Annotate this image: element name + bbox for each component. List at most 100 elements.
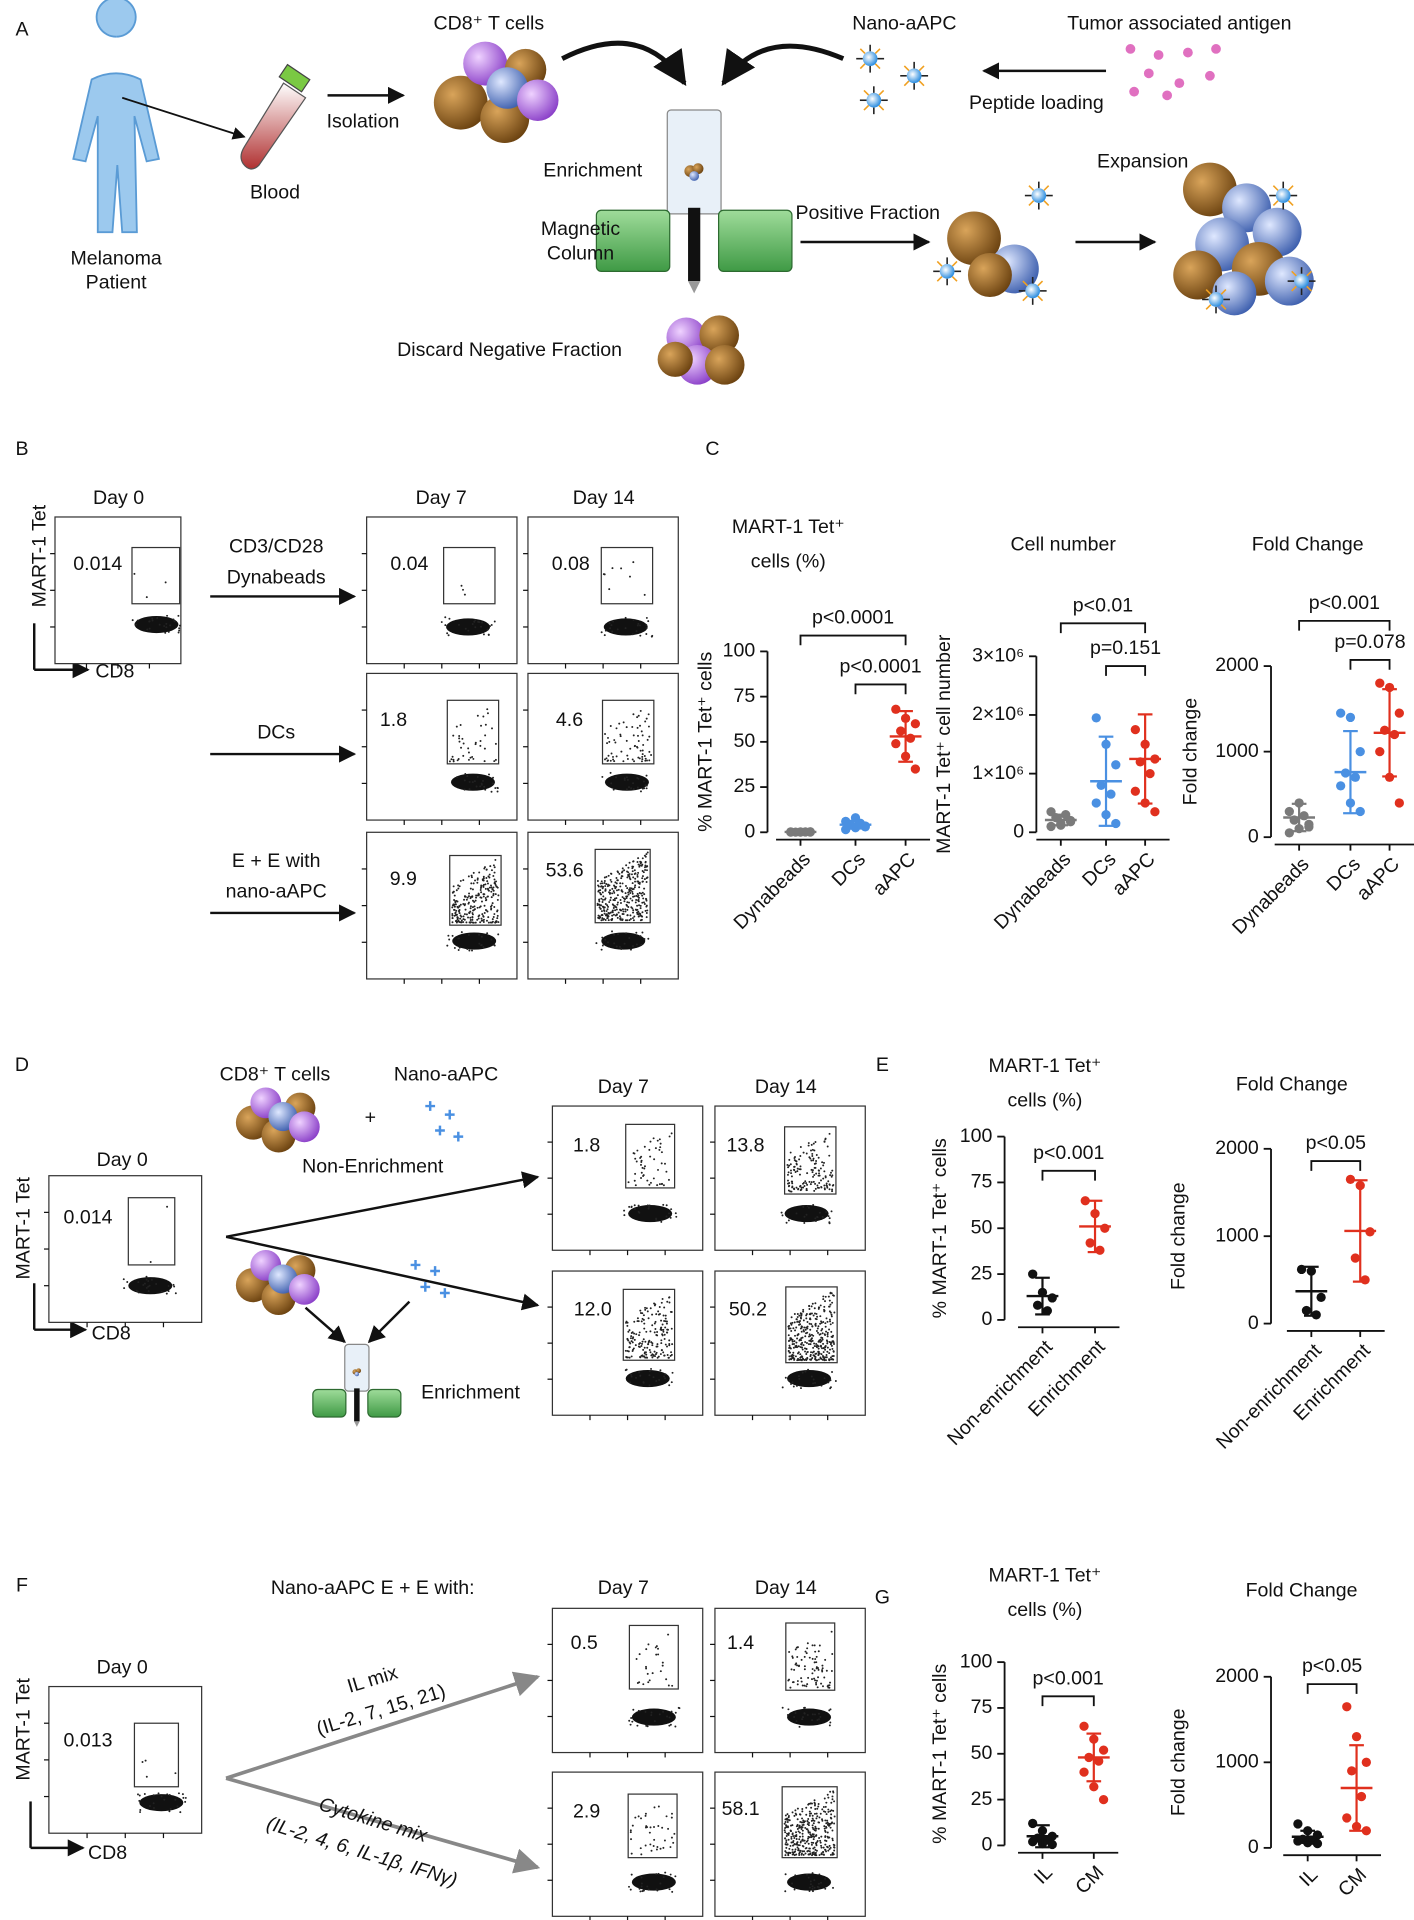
event-dot xyxy=(827,1215,830,1218)
event-dot xyxy=(177,631,180,634)
condition-label: Enrichment xyxy=(421,1381,520,1403)
event-dot xyxy=(817,1712,820,1715)
event-dot xyxy=(821,1808,824,1811)
event-dot xyxy=(168,1810,171,1813)
event-dot xyxy=(821,1358,824,1361)
event-dot xyxy=(826,1186,829,1189)
event-dot xyxy=(826,1185,829,1188)
event-dot xyxy=(639,919,642,922)
event-dot xyxy=(178,624,181,627)
event-dot xyxy=(659,1353,662,1356)
event-dot xyxy=(493,620,496,623)
event-dot xyxy=(640,1176,643,1179)
event-dot xyxy=(668,1342,671,1345)
chart-title: Fold Change xyxy=(1236,1073,1348,1095)
event-dot xyxy=(643,1351,646,1354)
event-dot xyxy=(656,1343,659,1346)
event-dot xyxy=(807,1803,810,1806)
event-dot xyxy=(599,882,602,885)
event-dot xyxy=(828,1844,831,1847)
event-dot xyxy=(790,1172,793,1175)
event-dot xyxy=(642,871,645,874)
y-tick-label: 2×10⁶ xyxy=(972,703,1024,725)
event-dot xyxy=(649,1181,652,1184)
event-dot xyxy=(829,1174,832,1177)
event-dot xyxy=(804,1650,807,1653)
event-dot xyxy=(646,1310,649,1313)
event-dot xyxy=(824,1843,827,1846)
event-dot xyxy=(613,739,616,742)
nano-spike xyxy=(1272,200,1279,206)
patient-label: Patient xyxy=(86,272,147,294)
event-dot xyxy=(653,1322,656,1325)
event-dot xyxy=(648,1384,651,1387)
event-dot xyxy=(483,747,486,750)
event-dot xyxy=(619,946,621,948)
event-dot xyxy=(809,1157,812,1160)
event-dot xyxy=(652,1177,655,1180)
event-dot xyxy=(474,899,477,902)
data-point xyxy=(1079,1721,1089,1731)
event-dot xyxy=(623,1209,626,1212)
event-dot xyxy=(812,1841,815,1844)
y-tick-label: 0 xyxy=(1013,820,1024,842)
event-dot xyxy=(811,1668,814,1671)
event-dot xyxy=(646,876,649,879)
event-dot xyxy=(792,1351,795,1354)
event-dot xyxy=(813,1812,816,1815)
event-cluster xyxy=(787,1708,832,1726)
isolation-label: Isolation xyxy=(327,110,400,132)
event-dot xyxy=(804,1350,807,1353)
gate-frequency: 0.04 xyxy=(390,553,428,575)
event-dot xyxy=(621,867,624,870)
event-dot xyxy=(834,1380,837,1383)
arrow xyxy=(121,96,246,140)
y-tick-label: 1000 xyxy=(1215,1750,1259,1772)
event-dot xyxy=(600,631,603,634)
event-dot xyxy=(821,1667,824,1670)
chart-title: Fold Change xyxy=(1252,533,1364,555)
event-dot xyxy=(810,1819,813,1822)
event-dot xyxy=(794,1848,797,1851)
event-dot xyxy=(647,1681,650,1684)
event-dot xyxy=(802,1845,805,1848)
event-dot xyxy=(493,944,496,946)
event-dot xyxy=(601,887,604,890)
event-dot xyxy=(619,882,622,885)
event-dot xyxy=(787,1832,790,1835)
event-dot xyxy=(609,771,612,774)
event-dot xyxy=(639,1355,642,1358)
event-dot xyxy=(823,1161,825,1164)
event-dot xyxy=(818,1172,821,1175)
event-dot xyxy=(824,1295,827,1298)
event-dot xyxy=(631,758,634,761)
gate-frequency: 4.6 xyxy=(556,709,583,731)
event-dot xyxy=(665,1320,668,1323)
event-dot xyxy=(634,1816,637,1819)
event-dot xyxy=(138,1794,141,1797)
event-dot xyxy=(665,1678,668,1681)
y-axis-title: % MART-1 Tet⁺ cells xyxy=(695,652,717,832)
event-dot xyxy=(661,1333,664,1336)
event-dot xyxy=(658,1313,661,1316)
event-dot xyxy=(828,1724,831,1727)
y-tick-label: 0 xyxy=(1248,1836,1259,1858)
event-dot xyxy=(605,875,608,878)
event-dot xyxy=(794,1159,797,1162)
event-dot xyxy=(789,1686,792,1689)
event-dot xyxy=(624,616,627,619)
event-dot xyxy=(831,1798,834,1801)
data-point xyxy=(1299,811,1309,821)
event-dot xyxy=(458,912,461,915)
event-dot xyxy=(669,1723,672,1726)
nano-aapc xyxy=(906,68,922,84)
event-dot xyxy=(671,1343,674,1346)
event-dot xyxy=(481,900,483,903)
event-dot xyxy=(802,1329,805,1332)
event-dot xyxy=(597,884,600,887)
event-dot xyxy=(624,885,627,887)
event-dot xyxy=(805,1652,808,1655)
event-dot xyxy=(803,1684,806,1687)
event-dot xyxy=(493,906,496,908)
event-dot xyxy=(816,1885,819,1888)
